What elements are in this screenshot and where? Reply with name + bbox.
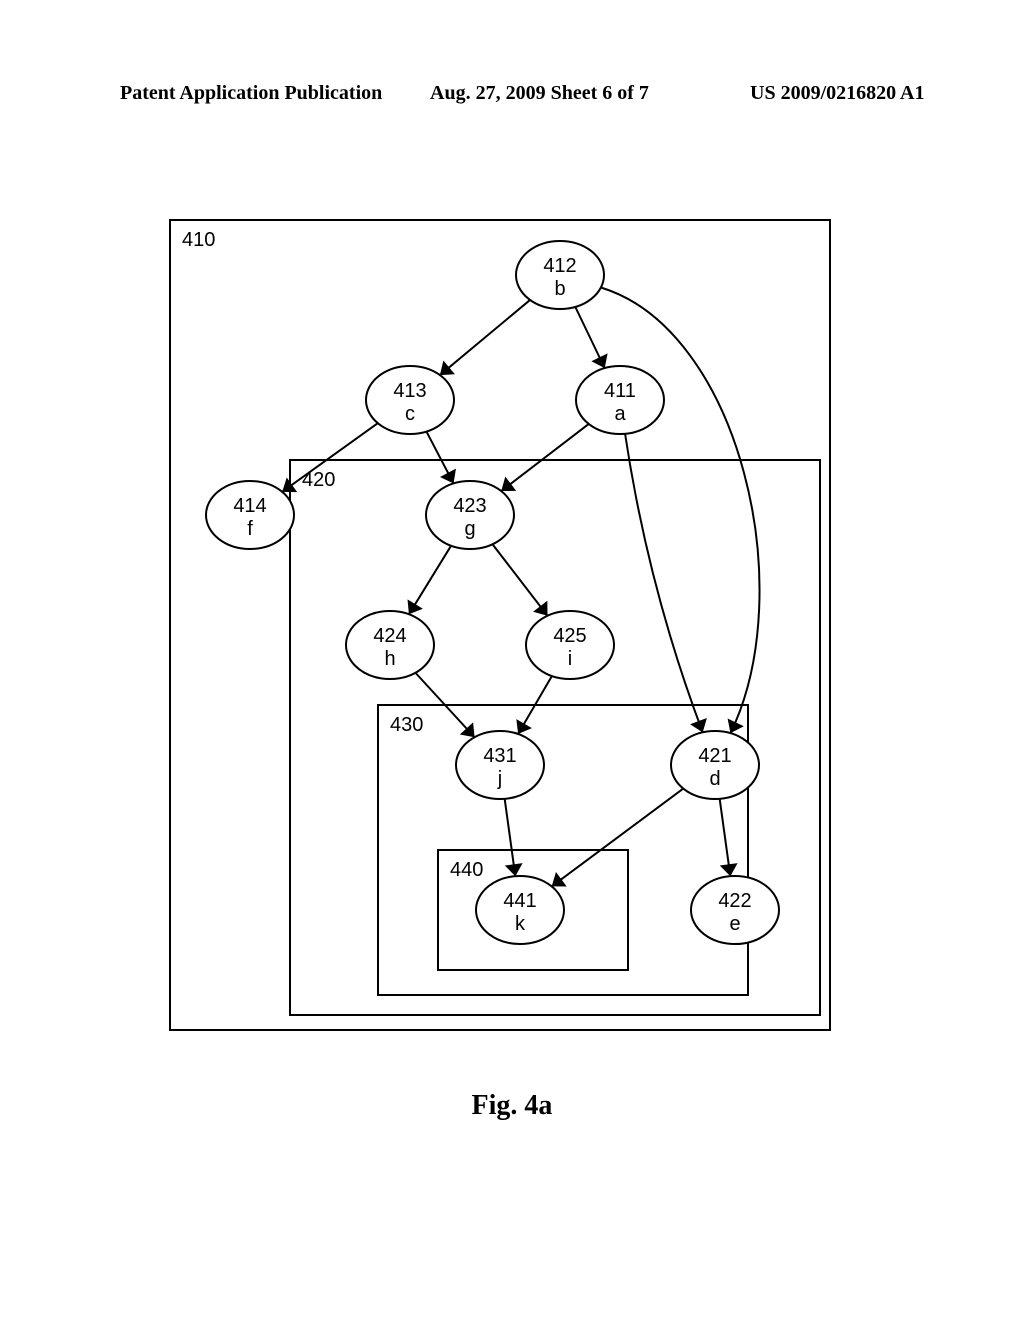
figure-caption: Fig. 4a [0,1090,1024,1122]
node-top-414: 414 [233,495,266,517]
node-411: 411a [576,366,664,434]
box-label-410: 410 [182,229,215,251]
node-top-425: 425 [553,625,586,647]
edge-423-425 [492,544,547,616]
edge-431-441 [505,799,523,876]
edge-412-411 [575,307,607,368]
node-bot-412: b [554,278,565,300]
node-414: 414f [206,481,294,549]
node-431: 431j [456,731,544,799]
node-423: 423g [426,481,514,549]
node-top-413: 413 [393,380,426,402]
page: Patent Application Publication Aug. 27, … [0,0,1024,1320]
node-bot-424: h [384,648,395,670]
node-bot-421: d [709,768,720,790]
node-bot-441: k [515,913,526,935]
node-413: 413c [366,366,454,434]
node-top-424: 424 [373,625,406,647]
header-left: Patent Application Publication [120,82,382,105]
node-422: 422e [691,876,779,944]
node-top-422: 422 [718,890,751,912]
edges-layer [282,288,759,887]
node-bot-411: a [614,403,626,425]
node-412: 412b [516,241,604,309]
header-center: Aug. 27, 2009 Sheet 6 of 7 [430,82,649,105]
node-425: 425i [526,611,614,679]
box-label-440: 440 [450,859,483,881]
node-top-441: 441 [503,890,536,912]
nodes-layer: 412b413c411a414f423g424h425i431j421d441k… [206,241,779,944]
node-424: 424h [346,611,434,679]
header-right: US 2009/0216820 A1 [750,82,924,105]
node-top-423: 423 [453,495,486,517]
box-label-420: 420 [302,469,335,491]
node-top-411: 411 [604,380,636,402]
edge-413-423 [426,432,456,484]
edge-411-421 [625,434,707,733]
node-top-412: 412 [543,255,576,277]
edge-412-413 [440,300,530,375]
node-bot-431: j [497,768,502,790]
node-bot-414: f [247,518,253,540]
node-bot-422: e [729,913,740,935]
box-label-430: 430 [390,714,423,736]
edge-421-422 [720,799,738,876]
edge-421-441 [552,789,684,887]
edge-423-424 [408,546,452,615]
node-bot-413: c [405,403,415,425]
edge-411-423 [501,424,589,491]
node-top-431: 431 [483,745,516,767]
diagram: 410 420 430 440 412b 413c 411a 414f 423g 424h 425i… [160,210,840,1040]
node-bot-423: g [464,518,475,540]
node-441: 441k [476,876,564,944]
node-421: 421d [671,731,759,799]
node-bot-425: i [568,648,572,670]
node-top-421: 421 [698,745,731,767]
